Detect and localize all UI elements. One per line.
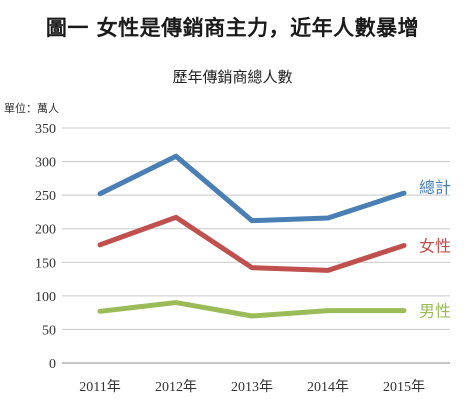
x-tick-label: 2011年	[79, 379, 120, 395]
chart-title: 歷年傳銷商總人數	[172, 68, 293, 86]
series-label-1: 女性	[419, 237, 451, 256]
y-tick-label: 300	[35, 156, 56, 171]
series-label-2: 男性	[419, 302, 451, 321]
y-tick-label: 0	[49, 357, 56, 372]
x-tick-label: 2014年	[307, 379, 349, 395]
y-tick-label: 100	[35, 290, 56, 305]
x-tick-label: 2015年	[383, 379, 425, 395]
x-tick-label: 2013年	[231, 379, 273, 395]
series-line-2	[97, 300, 407, 319]
y-tick-label: 250	[35, 189, 56, 204]
y-tick-label: 200	[35, 223, 56, 238]
x-tick-label: 2012年	[155, 379, 197, 395]
series-line-0	[97, 153, 407, 224]
y-tick-label: 350	[35, 122, 56, 137]
unit-label: 單位：萬人	[4, 102, 59, 115]
headline: 圖一 女性是傳銷商主力，近年人數暴增	[45, 16, 420, 40]
series-label-0: 總計	[419, 178, 451, 197]
y-tick-label: 50	[42, 323, 56, 338]
y-tick-label: 150	[35, 256, 56, 271]
